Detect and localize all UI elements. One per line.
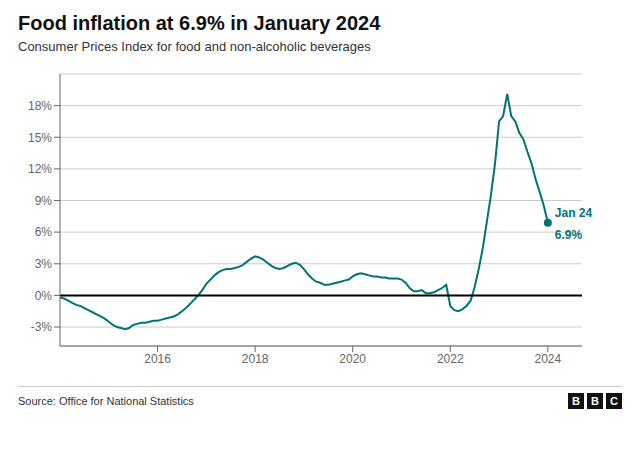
svg-text:12%: 12% [28,162,52,176]
svg-text:2018: 2018 [242,352,269,366]
svg-text:6%: 6% [35,225,53,239]
html-text:Consumer Prices Index for food: Consumer Prices Index for food and non-a… [18,39,371,54]
svg-text:18%: 18% [28,99,52,113]
svg-text:0%: 0% [35,289,53,303]
html-text:B: B [591,395,599,407]
html-text:B: B [572,395,580,407]
svg-text:6.9%: 6.9% [555,228,583,242]
svg-text:9%: 9% [35,194,53,208]
svg-text:Jan 24: Jan 24 [555,206,593,220]
html-text:C: C [610,395,618,407]
svg-text:2020: 2020 [339,352,366,366]
svg-text:2024: 2024 [534,352,561,366]
svg-text:3%: 3% [35,257,53,271]
svg-text:15%: 15% [28,131,52,145]
html-text:Food inflation at 6.9% in Janu: Food inflation at 6.9% in January 2024 [18,12,381,34]
svg-text:2022: 2022 [437,352,464,366]
svg-text:2016: 2016 [144,352,171,366]
svg-text:-3%: -3% [31,320,53,334]
html-text:Source: Office for National St: Source: Office for National Statistics [18,395,194,407]
